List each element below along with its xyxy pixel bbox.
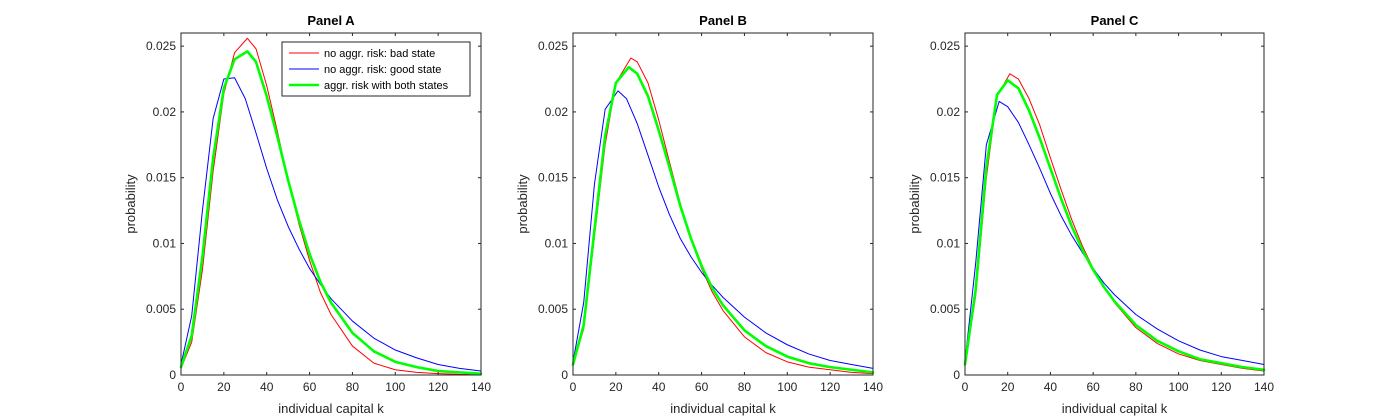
panel-title: Panel B [699,13,747,28]
x-tick-label: 140 [863,380,883,394]
legend: no aggr. risk: bad state no aggr. risk: g… [281,41,471,97]
panel-title: Panel C [1091,13,1139,28]
x-tick-label: 60 [1086,380,1100,394]
y-tick-label: 0.025 [930,39,960,53]
chart-panel-1: 0 20 40 60 80 100 120 140 0 0.005 0.01 0.015 0.02 0.0… [123,13,491,416]
y-tick-label: 0 [169,368,176,382]
series-line-1 [572,57,874,375]
x-tick-label: 0 [570,380,577,394]
y-tick-label: 0 [561,368,568,382]
y-tick-label: 0.02 [937,105,961,119]
axes-box [572,32,874,376]
x-tick-label: 20 [217,380,231,394]
y-tick-label: 0.01 [545,236,569,250]
x-tick-label: 120 [820,380,840,394]
legend-entry: no aggr. risk: bad state [324,48,435,60]
x-axis-label: individual capital k [278,401,384,416]
y-tick-label: 0.005 [930,302,960,316]
y-tick-label: 0.015 [146,171,176,185]
y-tick-label: 0.025 [538,39,568,53]
y-axis-label: probability [907,174,922,234]
x-tick-label: 100 [1169,380,1189,394]
x-tick-label: 40 [260,380,274,394]
x-axis-label: individual capital k [670,401,776,416]
panel-title: Panel A [307,13,355,28]
x-tick-label: 100 [385,380,405,394]
x-tick-label: 40 [652,380,666,394]
legend-entry: no aggr. risk: good state [324,64,441,76]
series-line-2 [964,100,1265,365]
x-tick-label: 140 [1254,380,1274,394]
x-tick-label: 80 [1129,380,1143,394]
y-tick-label: 0.025 [146,39,176,53]
x-tick-label: 120 [428,380,448,394]
chart-panel-3: 0 20 40 60 80 100 120 140 0 0.005 0.01 0.015 0.02 0.0… [907,13,1274,416]
y-tick-label: 0.01 [153,236,177,250]
y-tick-label: 0.02 [153,105,177,119]
y-tick-label: 0.02 [545,105,569,119]
x-tick-label: 20 [609,380,623,394]
y-tick-label: 0.005 [146,302,176,316]
series-line-3 [179,50,483,375]
x-tick-label: 80 [738,380,752,394]
y-tick-label: 0.01 [937,236,961,250]
x-tick-label: 60 [303,380,317,394]
axes-box [964,32,1265,376]
chart-panel-2: 0 20 40 60 80 100 120 140 0 0.005 0.01 0.015 0.02 0.0… [515,13,883,416]
y-tick-label: 0 [953,368,960,382]
axes-box [180,32,482,376]
series-line-2 [180,77,482,372]
y-tick-label: 0.005 [538,302,568,316]
x-tick-label: 20 [1001,380,1015,394]
x-tick-label: 100 [777,380,797,394]
x-tick-label: 80 [346,380,360,394]
x-tick-label: 120 [1211,380,1231,394]
y-tick-label: 0.015 [538,171,568,185]
series-line-2 [572,90,874,369]
x-tick-label: 140 [471,380,491,394]
y-tick-label: 0.015 [930,171,960,185]
x-tick-label: 60 [695,380,709,394]
x-tick-label: 40 [1044,380,1058,394]
x-tick-label: 0 [178,380,185,394]
x-tick-label: 0 [962,380,969,394]
series-line-1 [964,73,1265,372]
y-axis-label: probability [123,174,138,234]
series-line-3 [571,65,875,374]
series-line-3 [963,79,1266,372]
legend-entry: aggr. risk with both states [324,80,449,92]
x-axis-label: individual capital k [1062,401,1168,416]
y-axis-label: probability [515,174,530,234]
